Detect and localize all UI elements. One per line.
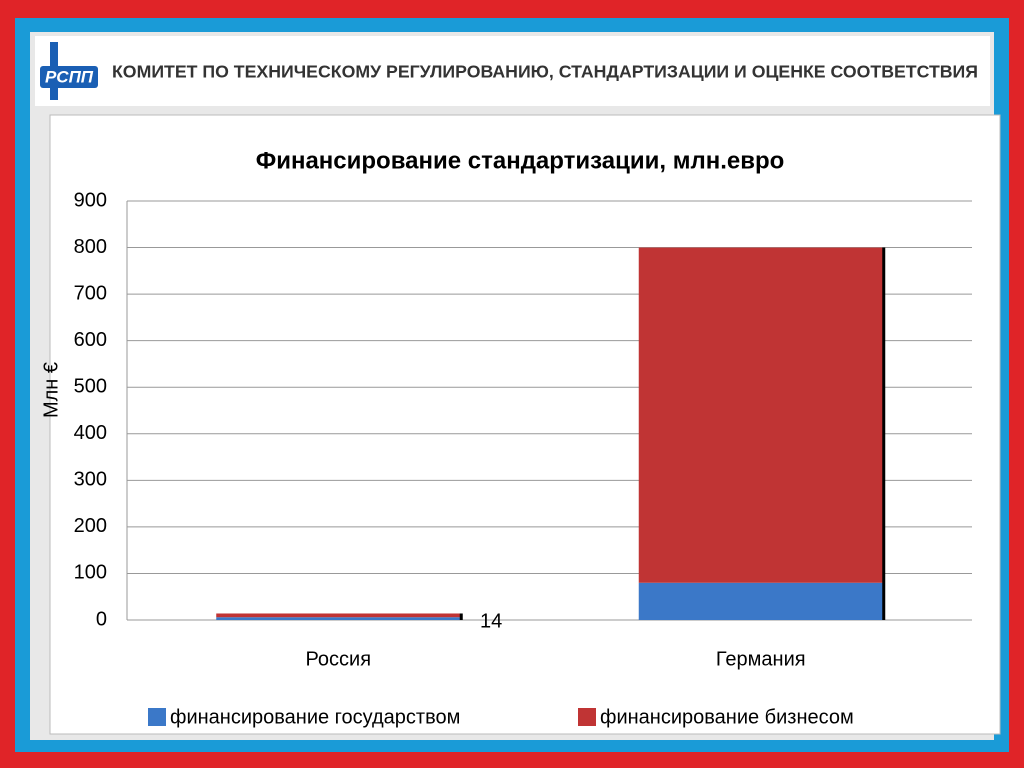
y-axis-label: Млн € [40, 362, 62, 418]
legend-label: финансирование государством [170, 706, 460, 728]
data-label: 14 [480, 610, 502, 632]
chart-title: Финансирование стандартизации, млн.евро [256, 147, 785, 174]
y-tick-label: 800 [74, 236, 107, 258]
bar-segment [216, 617, 461, 620]
logo: РСПП [40, 42, 98, 100]
y-tick-label: 300 [74, 469, 107, 491]
legend-label: финансирование бизнесом [600, 706, 854, 728]
legend-swatch [148, 708, 166, 726]
y-tick-label: 700 [74, 282, 107, 304]
y-tick-label: 0 [96, 608, 107, 630]
logo-box [40, 66, 98, 88]
y-tick-label: 500 [74, 376, 107, 398]
y-tick-label: 600 [74, 329, 107, 351]
logo-text: РСПП [45, 67, 94, 86]
bar-segment [216, 613, 461, 618]
legend-swatch [578, 708, 596, 726]
bar-segment [638, 247, 883, 583]
header-bar [35, 36, 990, 106]
bar-segment [638, 582, 883, 620]
x-tick-label: Германия [716, 648, 806, 670]
y-tick-label: 900 [74, 189, 107, 211]
x-tick-label: Россия [305, 648, 371, 670]
y-tick-label: 400 [74, 422, 107, 444]
y-tick-label: 200 [74, 515, 107, 537]
header-title: КОМИТЕТ ПО ТЕХНИЧЕСКОМУ РЕГУЛИРОВАНИЮ, С… [112, 62, 978, 82]
y-tick-label: 100 [74, 562, 107, 584]
